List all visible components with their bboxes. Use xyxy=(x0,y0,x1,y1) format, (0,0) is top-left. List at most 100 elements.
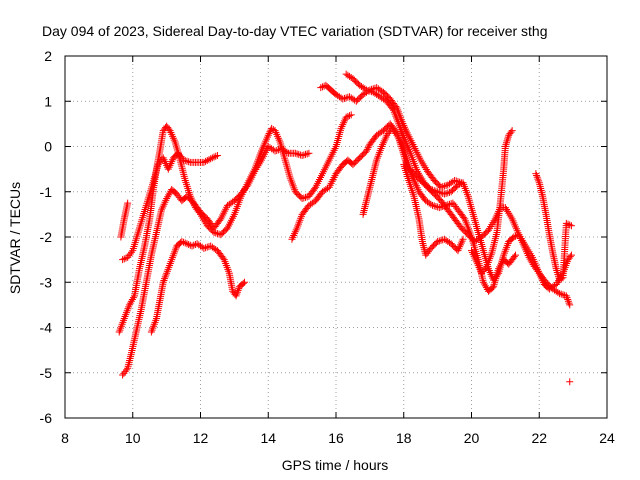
data-point-marker xyxy=(437,189,445,197)
data-point-marker xyxy=(527,257,535,265)
data-point-marker xyxy=(429,201,437,209)
data-point-marker xyxy=(437,203,445,211)
data-point-marker xyxy=(430,202,438,210)
data-point-marker xyxy=(440,182,448,190)
data-point-marker xyxy=(362,147,370,155)
data-point-marker xyxy=(427,200,435,208)
data-point-marker xyxy=(205,243,213,251)
data-point-marker xyxy=(283,148,291,156)
data-point-marker xyxy=(435,188,443,196)
data-point-marker xyxy=(439,236,447,244)
data-point-marker xyxy=(185,241,193,249)
y-tick-label: 1 xyxy=(44,93,52,109)
data-point-marker xyxy=(557,275,565,283)
data-point-marker xyxy=(264,131,272,139)
data-point-marker xyxy=(396,137,404,145)
data-point-marker xyxy=(566,253,574,261)
data-point-marker xyxy=(497,261,505,269)
data-point-marker xyxy=(346,112,354,120)
data-point-marker xyxy=(451,176,459,184)
data-point-marker xyxy=(435,237,443,245)
data-point-marker xyxy=(188,242,196,250)
data-point-marker xyxy=(434,238,442,246)
data-point-marker xyxy=(363,145,371,153)
data-point-marker xyxy=(203,157,211,165)
data-point-marker xyxy=(271,147,279,155)
data-point-marker xyxy=(481,264,489,272)
data-point-marker xyxy=(525,253,533,261)
y-tick-label: -4 xyxy=(40,320,53,336)
data-point-marker xyxy=(339,95,347,103)
data-point-marker xyxy=(393,131,401,139)
y-tick-label: -6 xyxy=(40,410,53,426)
data-point-marker xyxy=(202,244,210,252)
data-point-marker xyxy=(564,295,572,303)
data-point-marker xyxy=(427,185,435,193)
data-point-marker xyxy=(366,87,374,95)
data-point-marker xyxy=(300,151,308,159)
data-point-marker xyxy=(529,261,537,269)
data-point-marker xyxy=(212,229,220,237)
data-point-marker xyxy=(207,155,215,163)
data-point-marker xyxy=(342,113,350,121)
data-point-marker xyxy=(129,294,137,302)
data-point-marker xyxy=(566,378,574,386)
data-point-marker xyxy=(364,144,372,152)
data-point-marker xyxy=(535,177,543,185)
data-point-marker xyxy=(435,204,443,212)
data-point-marker xyxy=(562,219,570,227)
data-point-marker xyxy=(510,233,518,241)
data-point-marker xyxy=(215,230,223,238)
data-point-marker xyxy=(233,288,241,296)
y-tick-label: 0 xyxy=(44,139,52,155)
data-point-marker xyxy=(126,299,134,307)
data-point-marker xyxy=(293,150,301,158)
data-point-marker xyxy=(442,189,450,197)
data-point-marker xyxy=(305,149,313,157)
data-point-marker xyxy=(434,188,442,196)
data-point-marker xyxy=(368,88,376,96)
x-tick-label: 8 xyxy=(61,430,69,446)
data-point-marker xyxy=(210,153,218,161)
data-point-marker xyxy=(298,195,306,203)
data-point-marker xyxy=(127,248,135,256)
data-point-marker xyxy=(564,220,572,228)
data-point-marker xyxy=(442,182,450,190)
data-point-marker xyxy=(160,276,168,284)
data-point-marker xyxy=(534,268,542,276)
data-point-marker xyxy=(532,170,540,178)
data-point-marker xyxy=(163,195,171,203)
data-point-marker xyxy=(512,251,520,259)
data-point-marker xyxy=(202,157,210,165)
data-point-marker xyxy=(562,292,570,300)
data-point-marker xyxy=(295,150,303,158)
data-point-marker xyxy=(510,253,518,261)
data-point-marker xyxy=(508,127,516,135)
data-point-marker xyxy=(181,157,189,165)
data-point-marker xyxy=(302,193,310,201)
data-point-marker xyxy=(556,290,564,298)
data-point-marker xyxy=(528,259,536,267)
data-point-marker xyxy=(395,135,403,143)
y-tick-label: -5 xyxy=(40,365,53,381)
data-point-marker xyxy=(208,154,216,162)
data-point-marker xyxy=(232,292,240,300)
x-tick-label: 24 xyxy=(599,430,615,446)
data-point-marker xyxy=(241,278,249,286)
data-point-marker xyxy=(566,221,574,229)
data-point-marker xyxy=(430,187,438,195)
data-point-marker xyxy=(178,238,186,246)
y-tick-label: -2 xyxy=(40,229,53,245)
y-axis-label: SDTVAR / TECUs xyxy=(7,182,23,294)
y-tick-label: -1 xyxy=(40,184,53,200)
data-point-marker xyxy=(479,278,487,286)
data-point-marker xyxy=(554,288,562,296)
data-point-marker xyxy=(125,301,133,309)
data-point-marker xyxy=(183,157,191,165)
data-point-marker xyxy=(526,255,534,263)
data-point-marker xyxy=(124,199,132,207)
data-point-marker xyxy=(567,251,575,259)
data-point-marker xyxy=(344,93,352,101)
